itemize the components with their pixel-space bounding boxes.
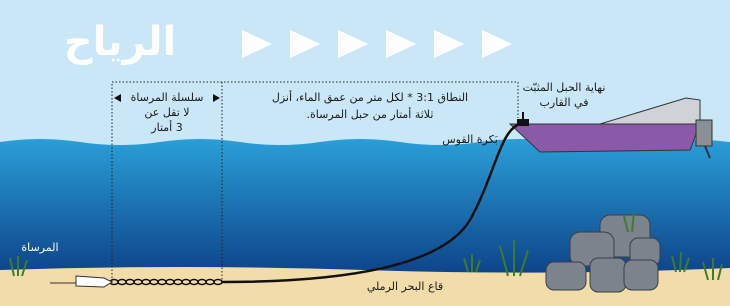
rock: [546, 262, 586, 290]
rock: [624, 260, 658, 290]
wind-title: الرياح: [64, 19, 176, 65]
bow-roller-label: بَكرة القوس: [442, 133, 498, 146]
rope-end-label: نهاية الحبل المثبّت: [523, 81, 606, 94]
scope-note: ثلاثة أمتار من حبل المرساة.: [307, 107, 434, 121]
chain-label: سلسلة المرساة: [131, 91, 204, 104]
rope-end-label: في القارب: [540, 96, 589, 109]
diagram: الرياح سلسلة المرساة لا تقل عن 3 أمتار ا…: [0, 0, 730, 306]
chain-label: 3 أمتار: [150, 120, 182, 134]
anchor-label: المرساة: [21, 241, 58, 254]
rock: [590, 258, 626, 292]
scope-note: النطاق 3:1 * لكل متر من عمق الماء، أنزل: [272, 90, 468, 105]
boat-hull: [510, 124, 700, 152]
seabed-label: قاع البحر الرملي: [367, 280, 443, 293]
outboard: [696, 120, 712, 146]
chain-label: لا تقل عن: [144, 106, 189, 119]
